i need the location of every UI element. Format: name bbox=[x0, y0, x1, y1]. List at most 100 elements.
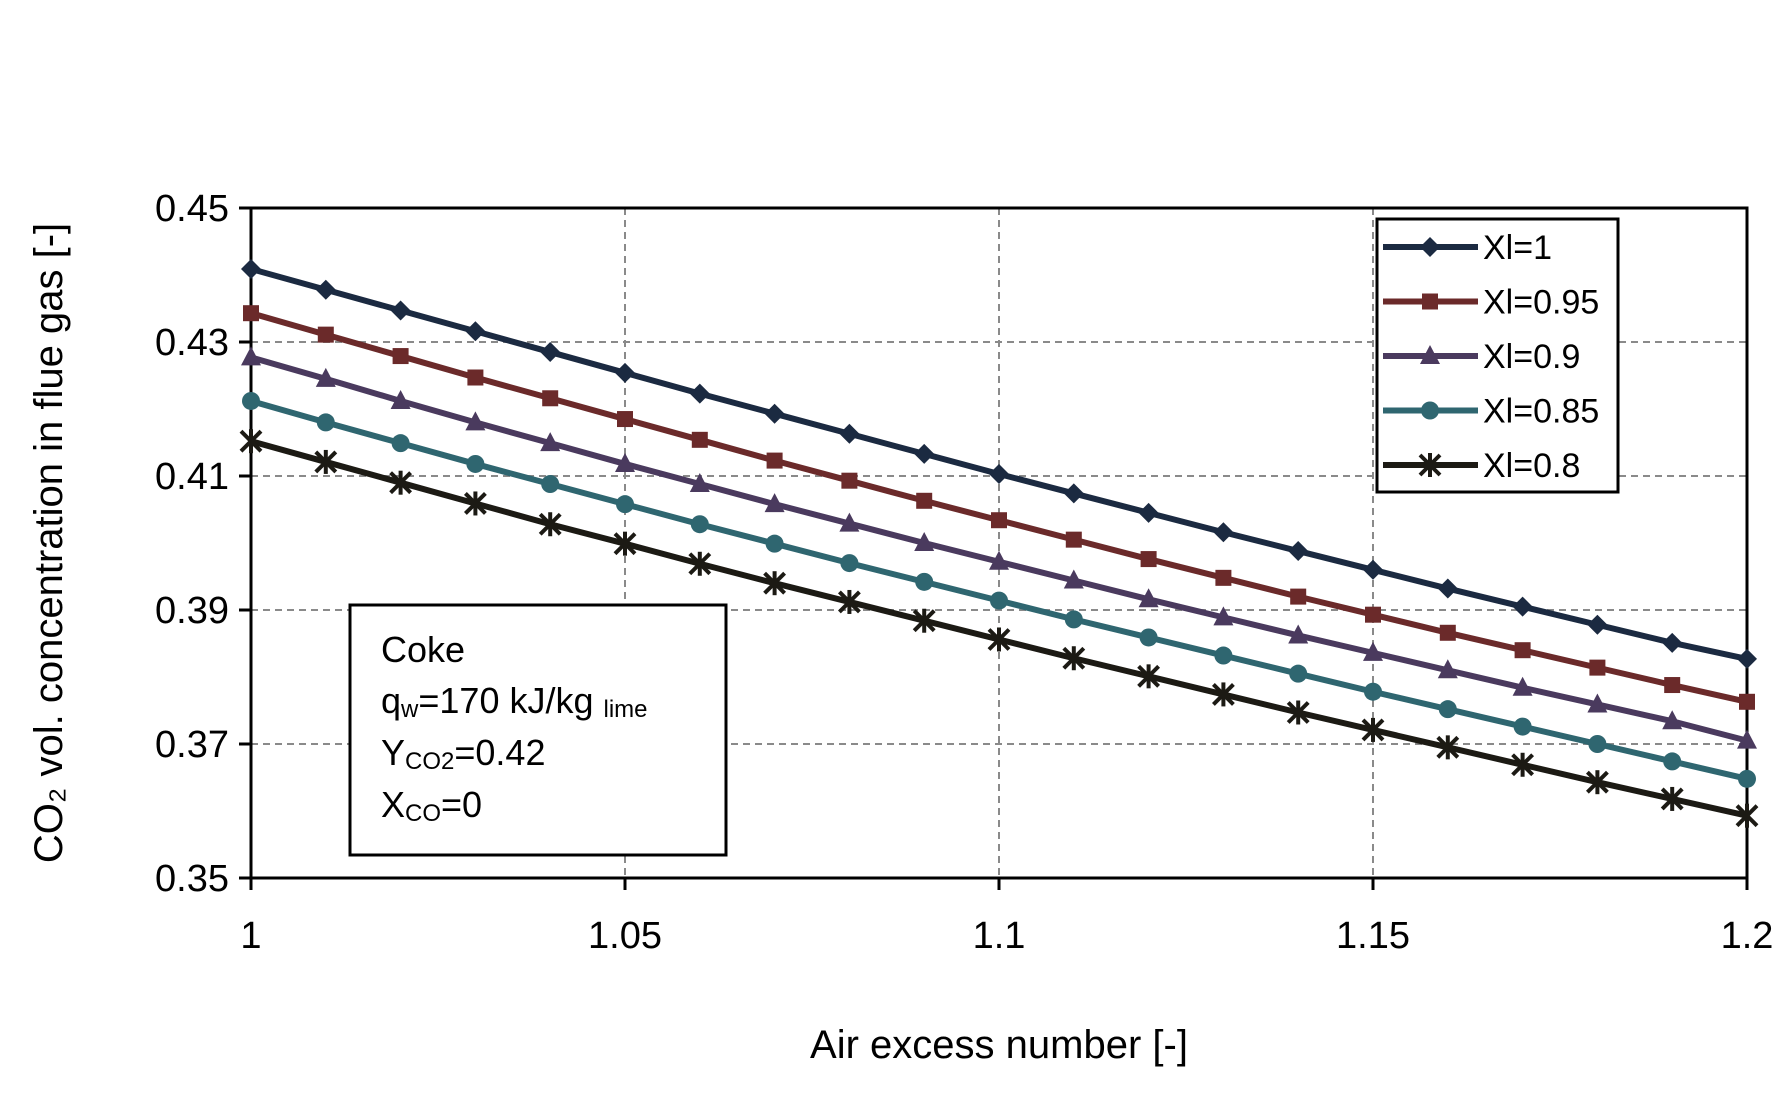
data-point bbox=[542, 390, 559, 407]
axis-ticks: 0.35 0.37 0.39 0.41 0.43 0.45 1 1.05 1.1 1.15 1.2 bbox=[155, 188, 1773, 957]
data-point bbox=[242, 391, 260, 410]
data-point bbox=[1737, 648, 1757, 669]
data-point bbox=[691, 431, 708, 448]
annotation-co-fraction: XCO=0 bbox=[381, 784, 482, 827]
data-point bbox=[465, 321, 486, 342]
data-point bbox=[613, 531, 637, 556]
data-point bbox=[1662, 632, 1683, 653]
annotation-y-value: =0.42 bbox=[454, 732, 545, 773]
data-point bbox=[1213, 606, 1234, 626]
series-3 bbox=[241, 346, 1757, 749]
legend-marker bbox=[1421, 401, 1439, 420]
data-point bbox=[1735, 803, 1759, 828]
x-tick-label: 1.1 bbox=[973, 915, 1026, 957]
data-point bbox=[1138, 502, 1159, 523]
data-point bbox=[1585, 770, 1609, 795]
y-tick-label: 0.41 bbox=[155, 456, 229, 498]
data-point bbox=[1137, 664, 1161, 689]
data-point bbox=[314, 449, 338, 474]
data-point bbox=[1587, 614, 1608, 635]
data-point bbox=[1063, 483, 1084, 504]
data-point bbox=[540, 342, 561, 363]
data-point bbox=[540, 432, 561, 452]
data-point bbox=[837, 589, 861, 614]
data-point bbox=[316, 413, 335, 432]
data-point bbox=[538, 512, 562, 537]
legend-label: Xl=1 bbox=[1483, 229, 1552, 267]
series-2 bbox=[243, 305, 1755, 710]
data-point bbox=[1288, 624, 1309, 644]
data-point bbox=[1363, 641, 1383, 661]
data-point bbox=[1214, 646, 1233, 665]
legend-marker bbox=[1422, 293, 1438, 310]
data-point bbox=[1140, 551, 1157, 568]
data-point bbox=[914, 443, 935, 464]
data-point bbox=[916, 492, 933, 509]
annotation-co2-fraction: YCO2=0.42 bbox=[381, 732, 545, 775]
data-point bbox=[1511, 752, 1535, 777]
data-point bbox=[1063, 569, 1084, 589]
x-tick-label: 1.15 bbox=[1336, 915, 1410, 957]
legend-item: Xl=0.8 bbox=[1383, 447, 1580, 485]
data-point bbox=[989, 463, 1009, 484]
y-tick-label: 0.39 bbox=[155, 590, 229, 632]
series-lines bbox=[239, 258, 1759, 828]
y-tick-label: 0.45 bbox=[155, 188, 229, 230]
data-point bbox=[1215, 569, 1232, 586]
data-point bbox=[1438, 700, 1457, 719]
data-point bbox=[1364, 682, 1382, 701]
data-point bbox=[915, 572, 934, 591]
data-point bbox=[914, 532, 935, 551]
data-point bbox=[243, 305, 259, 322]
data-point bbox=[840, 554, 859, 573]
annotation-x-subscript: CO bbox=[405, 800, 441, 827]
data-point bbox=[463, 491, 487, 516]
data-point bbox=[1588, 735, 1607, 753]
annotation-x-symbol: X bbox=[381, 784, 405, 825]
data-point bbox=[1065, 531, 1082, 548]
data-point bbox=[1738, 769, 1756, 788]
y-tick-label: 0.43 bbox=[155, 322, 229, 364]
data-point bbox=[615, 452, 635, 472]
annotation-q-subscript: w bbox=[400, 696, 419, 723]
annotation-frame bbox=[348, 603, 728, 857]
data-point bbox=[617, 411, 633, 428]
annotation-fuel: Coke bbox=[381, 629, 465, 670]
legend-label: Xl=0.8 bbox=[1483, 447, 1580, 485]
data-point bbox=[689, 473, 710, 493]
data-point bbox=[1365, 606, 1381, 623]
legend-label: Xl=0.85 bbox=[1483, 393, 1599, 431]
data-point bbox=[1512, 676, 1533, 696]
y-axis-label: CO₂ vol. concentration in flue gas [-] bbox=[27, 223, 71, 863]
legend: Xl=1 Xl=0.95 Xl=0.9 Xl=0.85 Xl=0.8 bbox=[1375, 217, 1620, 494]
x-axis-label: Air excess number [-] bbox=[810, 1023, 1188, 1067]
data-point bbox=[1664, 677, 1681, 694]
data-point bbox=[1436, 735, 1460, 760]
y-tick-label: 0.35 bbox=[155, 858, 229, 900]
series-4 bbox=[242, 391, 1756, 788]
data-point bbox=[1513, 717, 1532, 736]
annotation-q-symbol: q bbox=[381, 680, 401, 721]
legend-item: Xl=0.85 bbox=[1383, 393, 1599, 431]
data-point bbox=[1589, 659, 1606, 676]
data-point bbox=[390, 300, 411, 321]
annotation-y-subscript: CO2 bbox=[405, 748, 454, 775]
data-point bbox=[690, 515, 709, 534]
data-point bbox=[1289, 664, 1308, 683]
data-point bbox=[689, 383, 710, 404]
data-point bbox=[1286, 700, 1310, 725]
data-point bbox=[766, 452, 783, 469]
data-point bbox=[688, 551, 712, 576]
x-tick-label: 1 bbox=[240, 915, 261, 957]
legend-marker bbox=[1420, 345, 1440, 364]
legend-label: Xl=0.9 bbox=[1483, 338, 1580, 376]
data-point bbox=[841, 472, 858, 489]
data-point bbox=[989, 550, 1009, 570]
data-point bbox=[1139, 628, 1158, 647]
data-point bbox=[616, 495, 634, 514]
data-point bbox=[765, 534, 784, 553]
data-point bbox=[764, 403, 785, 424]
data-point bbox=[1437, 578, 1458, 599]
data-point bbox=[390, 389, 411, 409]
data-point bbox=[764, 493, 785, 513]
